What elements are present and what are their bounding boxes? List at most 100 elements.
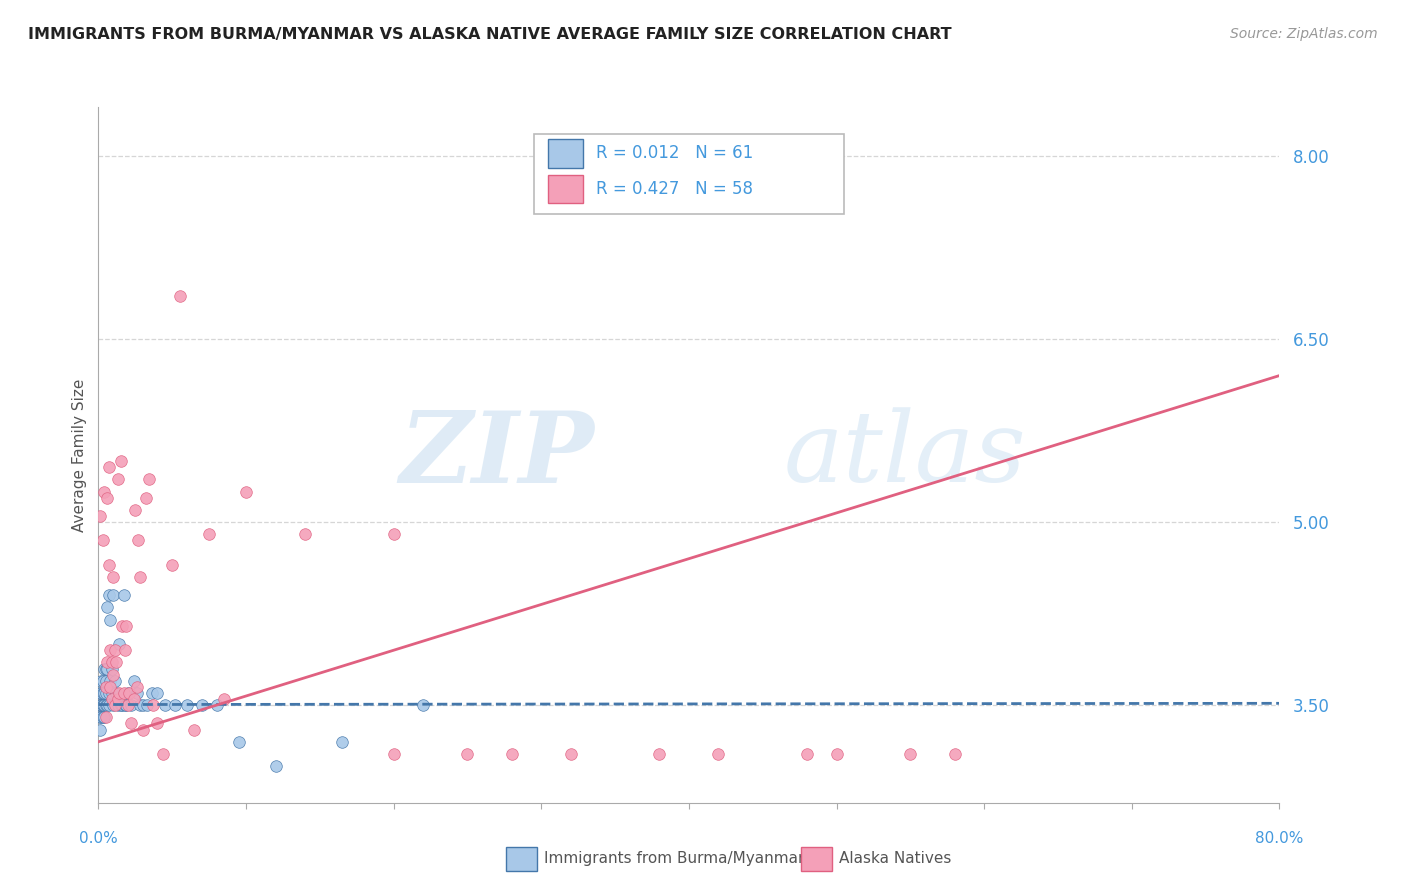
Point: [94, 698, 117, 713]
Point: [212, 692, 235, 706]
Point: [943, 747, 966, 761]
Point: [91, 673, 114, 688]
Point: [228, 735, 250, 749]
Point: [128, 698, 150, 713]
Point: [900, 747, 922, 761]
Point: [90, 698, 112, 713]
Point: [91, 710, 114, 724]
Point: [110, 454, 132, 468]
Point: [98, 673, 121, 688]
Point: [825, 747, 848, 761]
Point: [141, 686, 163, 700]
Point: [128, 570, 150, 584]
Point: [115, 619, 138, 633]
Point: [138, 472, 160, 486]
Point: [94, 710, 117, 724]
Point: [96, 491, 118, 505]
Text: Source: ZipAtlas.com: Source: ZipAtlas.com: [1230, 27, 1378, 41]
Point: [169, 289, 191, 303]
Point: [97, 460, 120, 475]
Point: [796, 747, 818, 761]
Point: [198, 527, 221, 541]
Text: ZIP: ZIP: [399, 407, 595, 503]
Point: [104, 698, 127, 713]
Point: [114, 643, 136, 657]
Point: [100, 692, 122, 706]
Point: [176, 698, 198, 713]
Point: [205, 698, 228, 713]
Point: [98, 643, 121, 657]
Point: [96, 656, 118, 670]
Point: [90, 686, 112, 700]
Point: [648, 747, 671, 761]
Point: [104, 643, 127, 657]
Point: [93, 698, 115, 713]
Point: [97, 558, 120, 572]
Point: [125, 686, 148, 700]
Point: [146, 686, 169, 700]
Point: [89, 723, 111, 737]
Point: [89, 686, 111, 700]
Point: [91, 698, 114, 713]
Point: [108, 686, 131, 700]
Point: [382, 747, 405, 761]
Point: [93, 484, 115, 499]
Text: R = 0.427   N = 58: R = 0.427 N = 58: [596, 180, 754, 198]
Point: [103, 570, 125, 584]
Point: [104, 673, 127, 688]
Point: [96, 600, 118, 615]
Point: [165, 698, 187, 713]
Point: [294, 527, 316, 541]
Point: [235, 484, 257, 499]
Point: [100, 661, 122, 675]
Point: [107, 472, 129, 486]
Point: [117, 686, 139, 700]
Text: 0.0%: 0.0%: [79, 831, 118, 846]
Point: [162, 558, 183, 572]
Point: [132, 698, 155, 713]
Point: [707, 747, 730, 761]
Text: Immigrants from Burma/Myanmar: Immigrants from Burma/Myanmar: [544, 851, 804, 865]
Point: [120, 716, 142, 731]
Point: [412, 698, 434, 713]
Point: [89, 698, 111, 713]
Point: [142, 698, 165, 713]
Point: [91, 686, 114, 700]
Point: [94, 661, 117, 675]
Point: [90, 710, 112, 724]
Point: [98, 613, 121, 627]
Point: [94, 686, 117, 700]
Point: [125, 680, 148, 694]
Point: [103, 698, 125, 713]
Point: [110, 698, 132, 713]
Point: [560, 747, 582, 761]
Point: [501, 747, 523, 761]
Point: [120, 698, 142, 713]
Point: [112, 686, 135, 700]
Point: [105, 686, 128, 700]
Point: [330, 735, 353, 749]
Point: [105, 656, 128, 670]
Point: [97, 698, 120, 713]
Point: [122, 692, 145, 706]
Point: [96, 698, 118, 713]
Point: [153, 698, 176, 713]
Point: [111, 619, 134, 633]
Point: [93, 710, 115, 724]
Point: [152, 747, 174, 761]
Point: [90, 673, 112, 688]
Point: [108, 637, 131, 651]
Point: [191, 698, 214, 713]
Point: [100, 656, 122, 670]
Point: [93, 686, 115, 700]
Point: [127, 533, 149, 548]
Point: [115, 698, 138, 713]
Point: [114, 698, 136, 713]
Point: [94, 680, 117, 694]
Point: [91, 698, 114, 713]
Point: [97, 686, 120, 700]
Point: [122, 673, 145, 688]
Text: IMMIGRANTS FROM BURMA/MYANMAR VS ALASKA NATIVE AVERAGE FAMILY SIZE CORRELATION C: IMMIGRANTS FROM BURMA/MYANMAR VS ALASKA …: [28, 27, 952, 42]
Point: [132, 723, 155, 737]
Point: [112, 588, 135, 602]
